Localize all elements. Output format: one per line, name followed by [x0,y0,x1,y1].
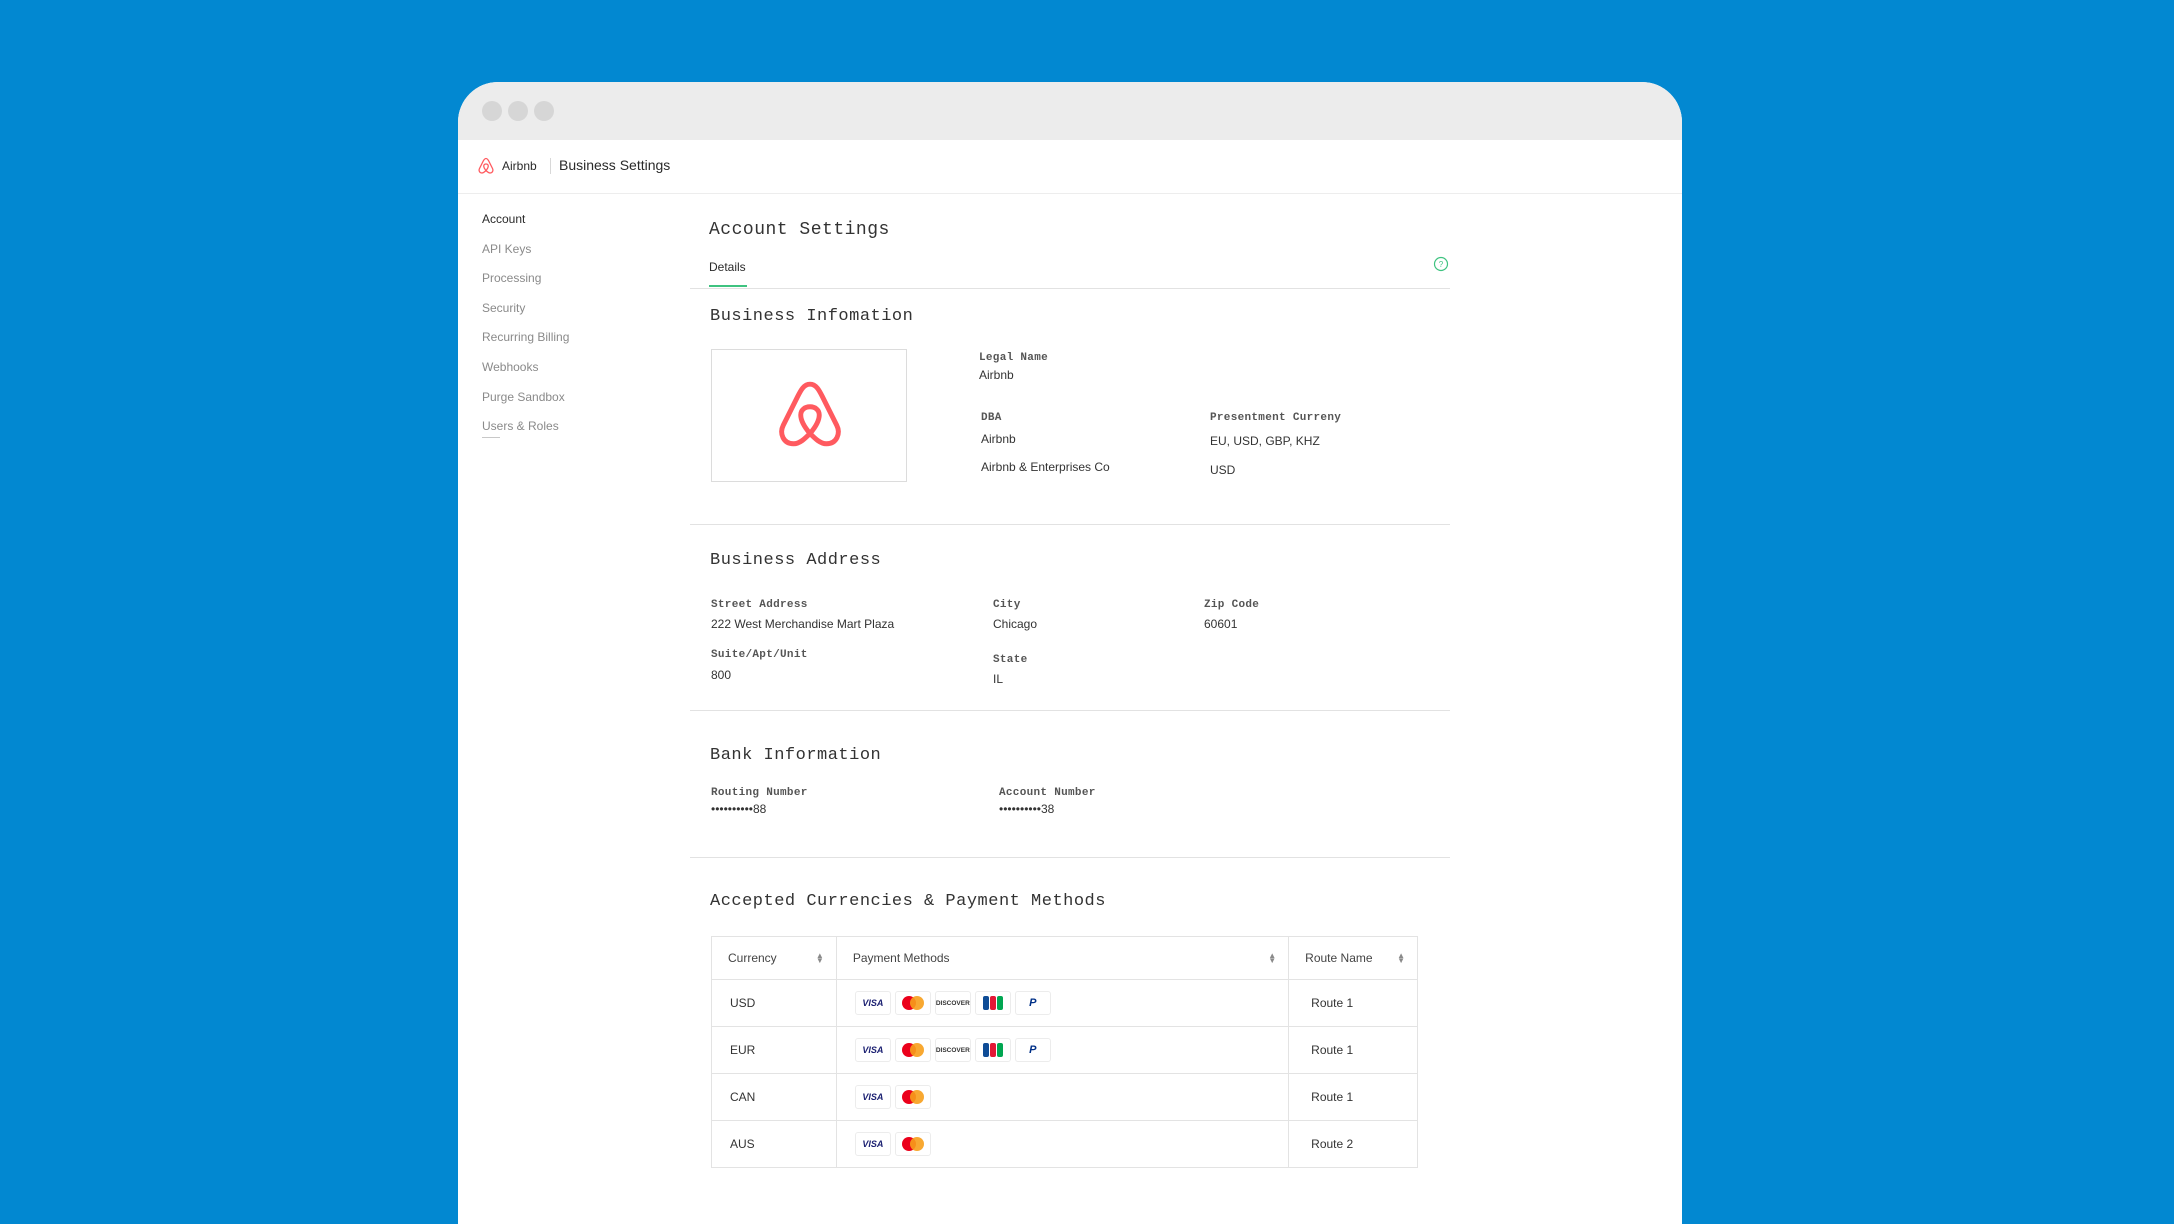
payment-methods-cell: VISA [835,1120,1290,1168]
section-divider [690,524,1450,525]
city-value: Chicago [993,617,1038,631]
state-label: State [993,654,1028,666]
tab-active-indicator [709,285,747,287]
window-titlebar [458,82,1682,140]
sort-arrows-icon[interactable]: ▲ ▼ [815,951,824,965]
header-divider [550,158,551,174]
business-info-title: Business Infomation [710,307,914,326]
brand-name[interactable]: Airbnb [502,159,537,173]
legal-name-label: Legal Name [979,352,1049,364]
table-row[interactable]: AUS VISA Route 2 [711,1120,1418,1168]
state-value: IL [993,672,1004,686]
paypal-icon: P [1014,991,1051,1015]
street-address-value: 222 West Merchandise Mart Plaza [711,617,895,631]
airbnb-logo-icon[interactable] [478,157,494,175]
route-name-cell: Route 1 [1288,979,1418,1027]
page-title: Account Settings [709,220,890,240]
window-close-dot[interactable] [482,101,502,121]
currency-cell: AUS [711,1120,837,1168]
sidebar-divider [482,437,500,439]
presentment-currency-value-1: EU, USD, GBP, KHZ [1210,434,1320,448]
jcb-icon [974,1038,1011,1062]
routing-number-label: Routing Number [711,787,808,799]
currency-cell: CAN [711,1073,837,1121]
section-divider [690,710,1450,711]
window-minimize-dot[interactable] [508,101,528,121]
sidebar-item-webhooks[interactable]: Webhooks [482,359,539,374]
presentment-currency-label: Presentment Curreny [1210,412,1342,424]
suite-label: Suite/Apt/Unit [711,649,808,661]
zip-code-label: Zip Code [1204,599,1260,611]
business-logo-box[interactable] [711,349,907,482]
header-title: Business Settings [559,157,671,173]
mastercard-icon [894,1038,931,1062]
sort-arrows-icon[interactable]: ▲ ▼ [1397,951,1405,965]
section-divider [690,857,1450,858]
suite-value: 800 [711,668,732,682]
question-circle-icon[interactable]: ? [1433,256,1449,272]
airbnb-logo-icon [779,381,841,447]
jcb-icon [974,991,1011,1015]
currency-cell: EUR [711,1026,837,1074]
route-name-cell: Route 1 [1288,1073,1418,1121]
column-header-label: Currency [728,951,777,965]
bank-info-title: Bank Information [710,746,882,765]
sidebar-item-processing[interactable]: Processing [482,271,542,286]
dba-value-2: Airbnb & Enterprises Co [981,460,1110,474]
sidebar-item-recurring-billing[interactable]: Recurring Billing [482,330,570,345]
visa-icon: VISA [854,1132,891,1156]
paypal-icon: P [1014,1038,1051,1062]
table-row[interactable]: CAN VISA Route 1 [711,1073,1418,1121]
column-header-route-name[interactable]: Route Name ▲ ▼ [1288,936,1418,980]
svg-text:?: ? [1439,260,1444,269]
account-number-label: Account Number [999,787,1096,799]
window-maximize-dot[interactable] [534,101,554,121]
sidebar-item-purge-sandbox[interactable]: Purge Sandbox [482,389,565,404]
discover-icon: DISCOVER [934,991,971,1015]
sort-arrows-icon[interactable]: ▲ ▼ [1268,951,1277,965]
payment-methods-title: Accepted Currencies & Payment Methods [710,892,1106,911]
payment-methods-table: Currency ▲ ▼ Payment Methods ▲ ▼ Route Nam… [711,936,1418,1168]
sidebar-item-api-keys[interactable]: API Keys [482,241,532,256]
tab-details[interactable]: Details [709,260,746,274]
sidebar-nav: Account API Keys Processing Security Rec… [482,210,642,439]
mastercard-icon [894,1132,931,1156]
mastercard-icon [894,1085,931,1109]
currency-cell: USD [711,979,837,1027]
presentment-currency-value-2: USD [1210,463,1236,477]
column-header-currency[interactable]: Currency ▲ ▼ [711,936,837,980]
route-name-cell: Route 2 [1288,1120,1418,1168]
mastercard-icon [894,991,931,1015]
sidebar-item-account[interactable]: Account [482,212,526,226]
app-header: Airbnb Business Settings [458,140,1682,194]
column-header-label: Route Name [1305,951,1373,965]
business-address-title: Business Address [710,551,882,570]
sidebar-item-security[interactable]: Security [482,300,526,315]
dba-label: DBA [981,412,1002,424]
route-name-cell: Route 1 [1288,1026,1418,1074]
table-row[interactable]: EUR VISA DISCOVER P Route 1 [711,1026,1418,1074]
payment-methods-cell: VISA DISCOVER P [835,979,1290,1027]
city-label: City [993,599,1021,611]
street-address-label: Street Address [711,599,808,611]
column-header-label: Payment Methods [852,951,950,965]
payment-methods-cell: VISA [835,1073,1290,1121]
visa-icon: VISA [854,1085,891,1109]
browser-window: Airbnb Business Settings Account API Key… [458,82,1682,1224]
tab-divider [690,288,1450,289]
dba-value-1: Airbnb [981,432,1016,446]
column-header-payment-methods[interactable]: Payment Methods ▲ ▼ [835,936,1290,980]
routing-number-value: ••••••••••88 [711,802,767,816]
visa-icon: VISA [854,1038,891,1062]
discover-icon: DISCOVER [934,1038,971,1062]
table-row[interactable]: USD VISA DISCOVER P Route 1 [711,979,1418,1027]
visa-icon: VISA [854,991,891,1015]
payment-methods-cell: VISA DISCOVER P [835,1026,1290,1074]
account-number-value: ••••••••••38 [999,802,1055,816]
zip-code-value: 60601 [1204,617,1238,631]
sidebar-item-users-roles[interactable]: Users & Roles [482,419,559,434]
legal-name-value: Airbnb [979,368,1014,382]
